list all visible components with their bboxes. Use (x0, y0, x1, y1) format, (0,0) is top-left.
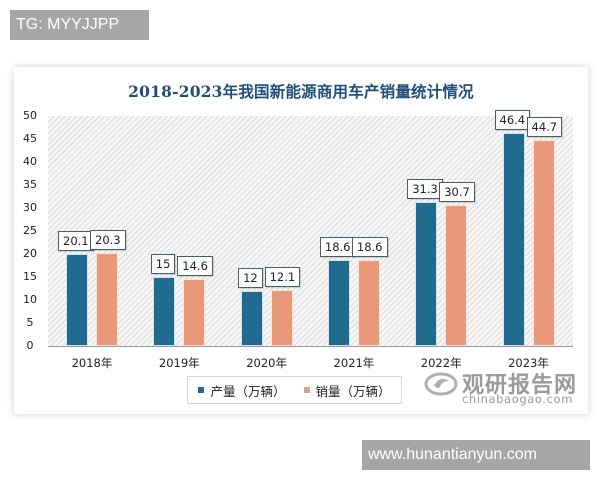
sales-swatch-icon (303, 387, 310, 393)
y-tick-label: 35 (23, 178, 37, 191)
value-label: 20.1 (58, 230, 94, 251)
watermark-cn-text: 观研报告网 (462, 373, 578, 398)
watermark-en-text: chinabaogao.com (462, 392, 573, 406)
sales-bar (270, 290, 293, 346)
sales-bar (357, 260, 380, 346)
x-tick-label: 2022年 (420, 356, 462, 370)
chart-card: 2018-2023年我国新能源商用车产销量统计情况 0 5 10 15 20 25 30 35… (14, 67, 588, 414)
chart-title: 2018-2023年我国新能源商用车产销量统计情况 (128, 82, 474, 101)
value-label: 31.3 (407, 179, 443, 200)
watermark-tag-top: TG: MYYJJPP (10, 10, 149, 40)
value-label: 18.6 (319, 237, 356, 258)
y-tick-label: 50 (23, 109, 37, 122)
y-tick-label: 40 (23, 155, 37, 168)
x-tick-label: 2020年 (246, 356, 287, 370)
value-label: 15 (150, 254, 176, 274)
sales-bar (96, 252, 118, 346)
x-tick-label: 2019年 (158, 356, 200, 370)
legend-label-sales: 销量（万辆） (315, 383, 391, 399)
legend: 产量（万辆） 销量（万辆） (187, 376, 402, 404)
x-axis-line (48, 346, 573, 347)
value-label: 18.6 (351, 237, 388, 258)
production-bar (153, 277, 176, 346)
production-bar (327, 260, 350, 346)
sales-bar (183, 278, 206, 346)
value-label: 30.7 (439, 181, 475, 202)
legend-label-production: 产量（万辆） (210, 383, 286, 399)
y-tick-label: 10 (23, 293, 37, 306)
x-tick-label: 2023年 (508, 356, 549, 370)
legend-item-sales: 销量（万辆） (303, 381, 391, 400)
y-tick-label: 45 (23, 132, 37, 145)
chinabaogao-logo-icon (424, 372, 458, 396)
value-label: 12.1 (264, 267, 301, 288)
y-tick-label: 15 (23, 270, 37, 283)
y-tick-label: 25 (23, 224, 37, 237)
y-tick-label: 5 (26, 316, 34, 329)
production-swatch-icon (198, 387, 205, 393)
production-bar (66, 253, 88, 346)
plot-area (48, 116, 573, 346)
production-bar (502, 132, 525, 346)
sales-bar (532, 140, 555, 346)
value-label: 44.7 (526, 117, 563, 138)
x-tick-label: 2018年 (71, 356, 113, 370)
value-label: 12 (238, 267, 263, 288)
value-label: 20.3 (90, 229, 126, 250)
legend-item-production: 产量（万辆） (198, 381, 286, 400)
y-tick-label: 20 (23, 247, 37, 260)
sales-bar (445, 204, 468, 346)
y-tick-label: 0 (26, 339, 34, 352)
value-label: 46.4 (494, 109, 531, 130)
chinabaogao-watermark: 观研报告网 chinabaogao.com (424, 367, 584, 407)
value-label: 14.6 (177, 255, 213, 276)
production-bar (415, 202, 438, 346)
watermark-tag-bottom: www.hunantianyun.com (362, 440, 590, 470)
y-tick-label: 30 (23, 201, 37, 214)
x-tick-label: 2021年 (333, 356, 375, 370)
production-bar (240, 290, 263, 346)
